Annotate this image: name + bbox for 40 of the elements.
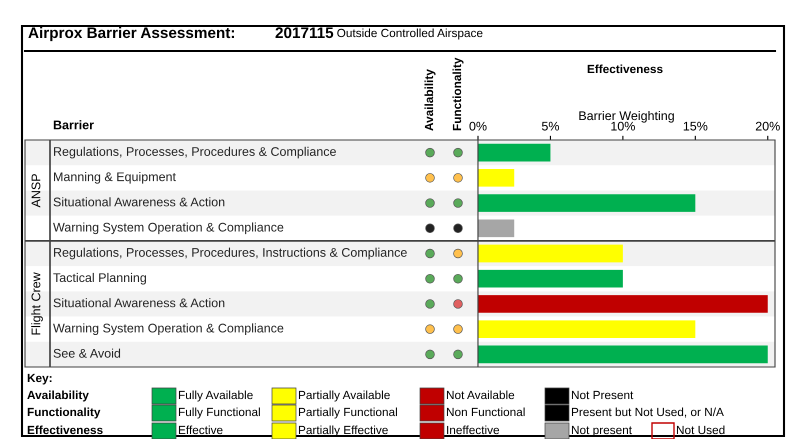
text: Effective <box>178 425 223 434</box>
text: Not Present <box>572 390 634 400</box>
y-tick-label: Regulations, Processes, Procedures & Compliance <box>54 146 336 158</box>
text: Fully Available <box>178 390 253 402</box>
text: Availability <box>27 390 89 402</box>
text: ANSP <box>32 174 40 208</box>
text: Ineffective <box>447 425 500 434</box>
x-tick-label: 5% <box>542 122 560 131</box>
y-tick-label: See & Avoid <box>54 348 120 358</box>
text: Partially Functional <box>298 407 397 419</box>
y-axis-title: Barrier <box>54 120 94 130</box>
y-tick-label: Situational Awareness & Action <box>54 197 224 206</box>
text: Present but Not Used, or N/A <box>572 407 724 418</box>
text: Airprox Barrier Assessment: <box>28 26 234 42</box>
y-tick-label: Manning & Equipment <box>54 172 176 184</box>
text: Fully Functional <box>178 407 260 419</box>
text: Not Used <box>676 425 724 434</box>
text: Not Available <box>446 390 514 400</box>
text: Flight Crew <box>31 272 43 335</box>
y-tick-label: Regulations, Processes, Procedures, Instructions & Compliance <box>54 248 407 260</box>
text: Functionality <box>452 58 464 130</box>
text: Partially Effective <box>298 425 388 437</box>
text: Partially Available <box>298 390 390 402</box>
x-tick-label: 20% <box>756 122 780 131</box>
chart-subtitle: 2017115 Outside Controlled Airspace <box>276 27 482 40</box>
x-axis-title: Barrier Weighting <box>579 110 674 123</box>
y-tick-label: Warning System Operation & Compliance <box>53 323 284 335</box>
y-tick-label: Tactical Planning <box>53 272 146 285</box>
x-tick-label: 15% <box>684 122 708 131</box>
text: Not present <box>572 426 632 437</box>
text: Effectiveness <box>28 425 103 434</box>
text: Non Functional <box>446 407 525 416</box>
text: Availability <box>424 69 436 131</box>
x-tick-label: 0% <box>469 122 487 131</box>
x2-axis-title: Effectiveness <box>588 64 663 74</box>
text: Key: <box>28 374 52 385</box>
text: Functionality <box>28 407 100 419</box>
y-tick-label: Warning System Operation & Compliance <box>53 222 284 234</box>
y-tick-label: Situational Awareness & Action <box>54 298 224 308</box>
x-tick-label: 10% <box>611 122 635 131</box>
